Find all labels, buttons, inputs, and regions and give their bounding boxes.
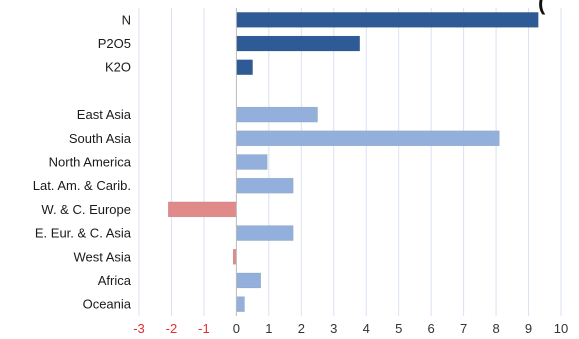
- category-label: East Asia: [77, 107, 132, 122]
- x-tick-label: 2: [298, 321, 305, 336]
- category-label: West Asia: [73, 249, 131, 264]
- category-label: Oceania: [83, 297, 132, 312]
- x-tick-label: 1: [265, 321, 272, 336]
- x-tick-label: 3: [330, 321, 337, 336]
- category-label: Africa: [98, 273, 132, 288]
- category-label: K2O: [105, 60, 131, 75]
- x-tick-label: 10: [554, 321, 568, 336]
- x-tick-label: 9: [525, 321, 532, 336]
- bar: [236, 225, 294, 241]
- bar: [236, 130, 500, 147]
- x-tick-label: 8: [492, 321, 499, 336]
- x-tick-label: 6: [428, 321, 435, 336]
- bar: [236, 35, 360, 52]
- gridlines: [138, 8, 562, 316]
- category-label: South Asia: [69, 131, 132, 146]
- bar: [236, 177, 294, 194]
- bar: [236, 272, 261, 289]
- x-tick-labels: -3 -2 -1 0 1 2 3 4 5 6 7 8 9 10: [133, 321, 568, 336]
- x-tick-label: 4: [363, 321, 370, 336]
- x-tick-label: -2: [166, 321, 178, 336]
- x-tick-label: 5: [395, 321, 402, 336]
- x-tick-label: 7: [460, 321, 467, 336]
- bar: [236, 296, 245, 312]
- header-fragment: (: [538, 0, 546, 15]
- category-label: P2O5: [98, 36, 131, 51]
- bar: [236, 154, 268, 170]
- bar: [236, 12, 539, 28]
- category-label: N: [122, 12, 131, 27]
- category-label: Lat. Am. & Carib.: [33, 178, 131, 193]
- bars: [167, 12, 539, 312]
- x-tick-label: -1: [198, 321, 210, 336]
- category-labels: N P2O5 K2O East Asia South Asia North America…: [33, 12, 132, 311]
- bar: [167, 201, 237, 218]
- category-label: E. Eur. & C. Asia: [35, 226, 132, 241]
- x-tick-label: 0: [233, 321, 240, 336]
- bar: [236, 106, 318, 123]
- bar: [236, 59, 253, 75]
- category-label: North America: [49, 155, 132, 170]
- x-tick-label: -3: [133, 321, 145, 336]
- category-label: W. & C. Europe: [41, 202, 131, 217]
